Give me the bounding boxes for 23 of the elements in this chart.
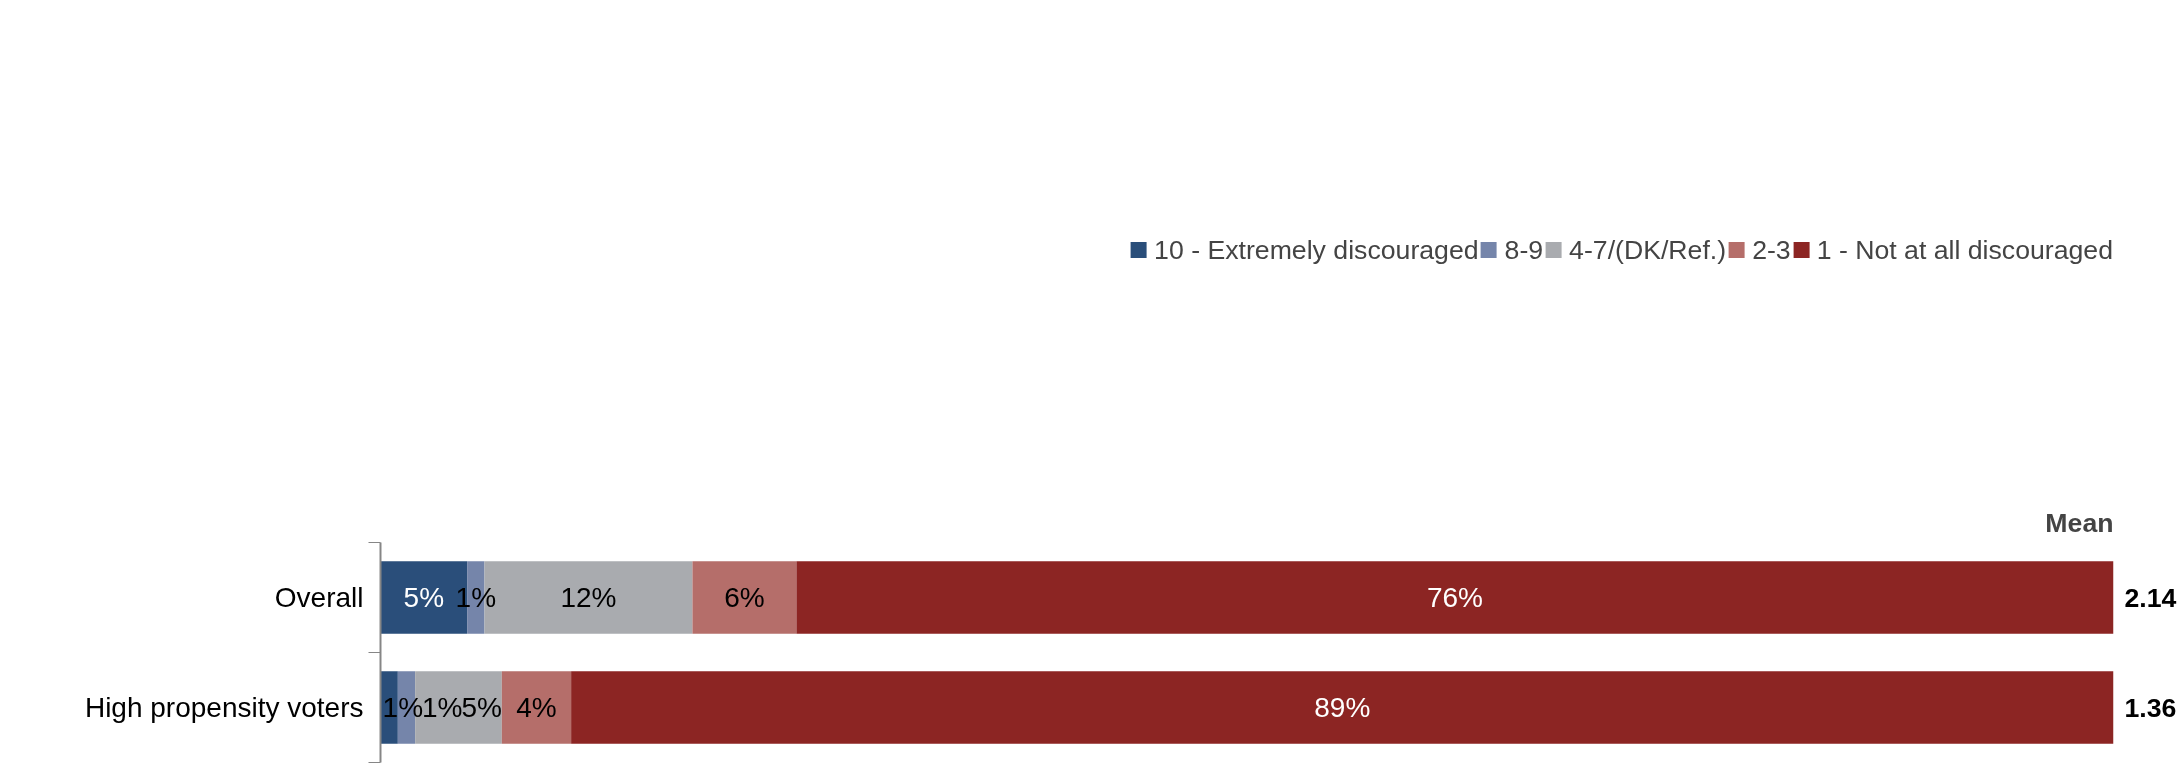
- legend-label: 1 - Not at all discouraged: [1816, 234, 2113, 266]
- data-label: 6%: [724, 582, 765, 613]
- data-label: 1%: [421, 692, 463, 723]
- y-tick-label: Overall: [274, 582, 364, 613]
- legend-label: 4-7/(DK/Ref.): [1569, 234, 1727, 266]
- data-label: 5%: [403, 582, 445, 613]
- data-label: 5%: [461, 692, 502, 723]
- legend-label: 10 - Extremely discouraged: [1154, 234, 1479, 266]
- text: Mean: [2045, 507, 2114, 538]
- legend-label: 8-9: [1504, 234, 1544, 266]
- text: 1.36: [2124, 692, 2177, 723]
- bar: [501, 671, 572, 744]
- data-label: 89%: [1314, 692, 1371, 723]
- data-label: 12%: [560, 582, 617, 613]
- y-tick-label: High propensity voters: [84, 692, 364, 723]
- text: 2.14: [2124, 582, 2177, 613]
- data-label: 76%: [1426, 582, 1483, 613]
- data-label: 1%: [382, 692, 424, 723]
- bar: [796, 561, 2114, 634]
- bar: [692, 561, 797, 634]
- legend-label: 2-3: [1752, 234, 1791, 266]
- data-label: 1%: [455, 582, 497, 613]
- data-label: 4%: [516, 692, 557, 723]
